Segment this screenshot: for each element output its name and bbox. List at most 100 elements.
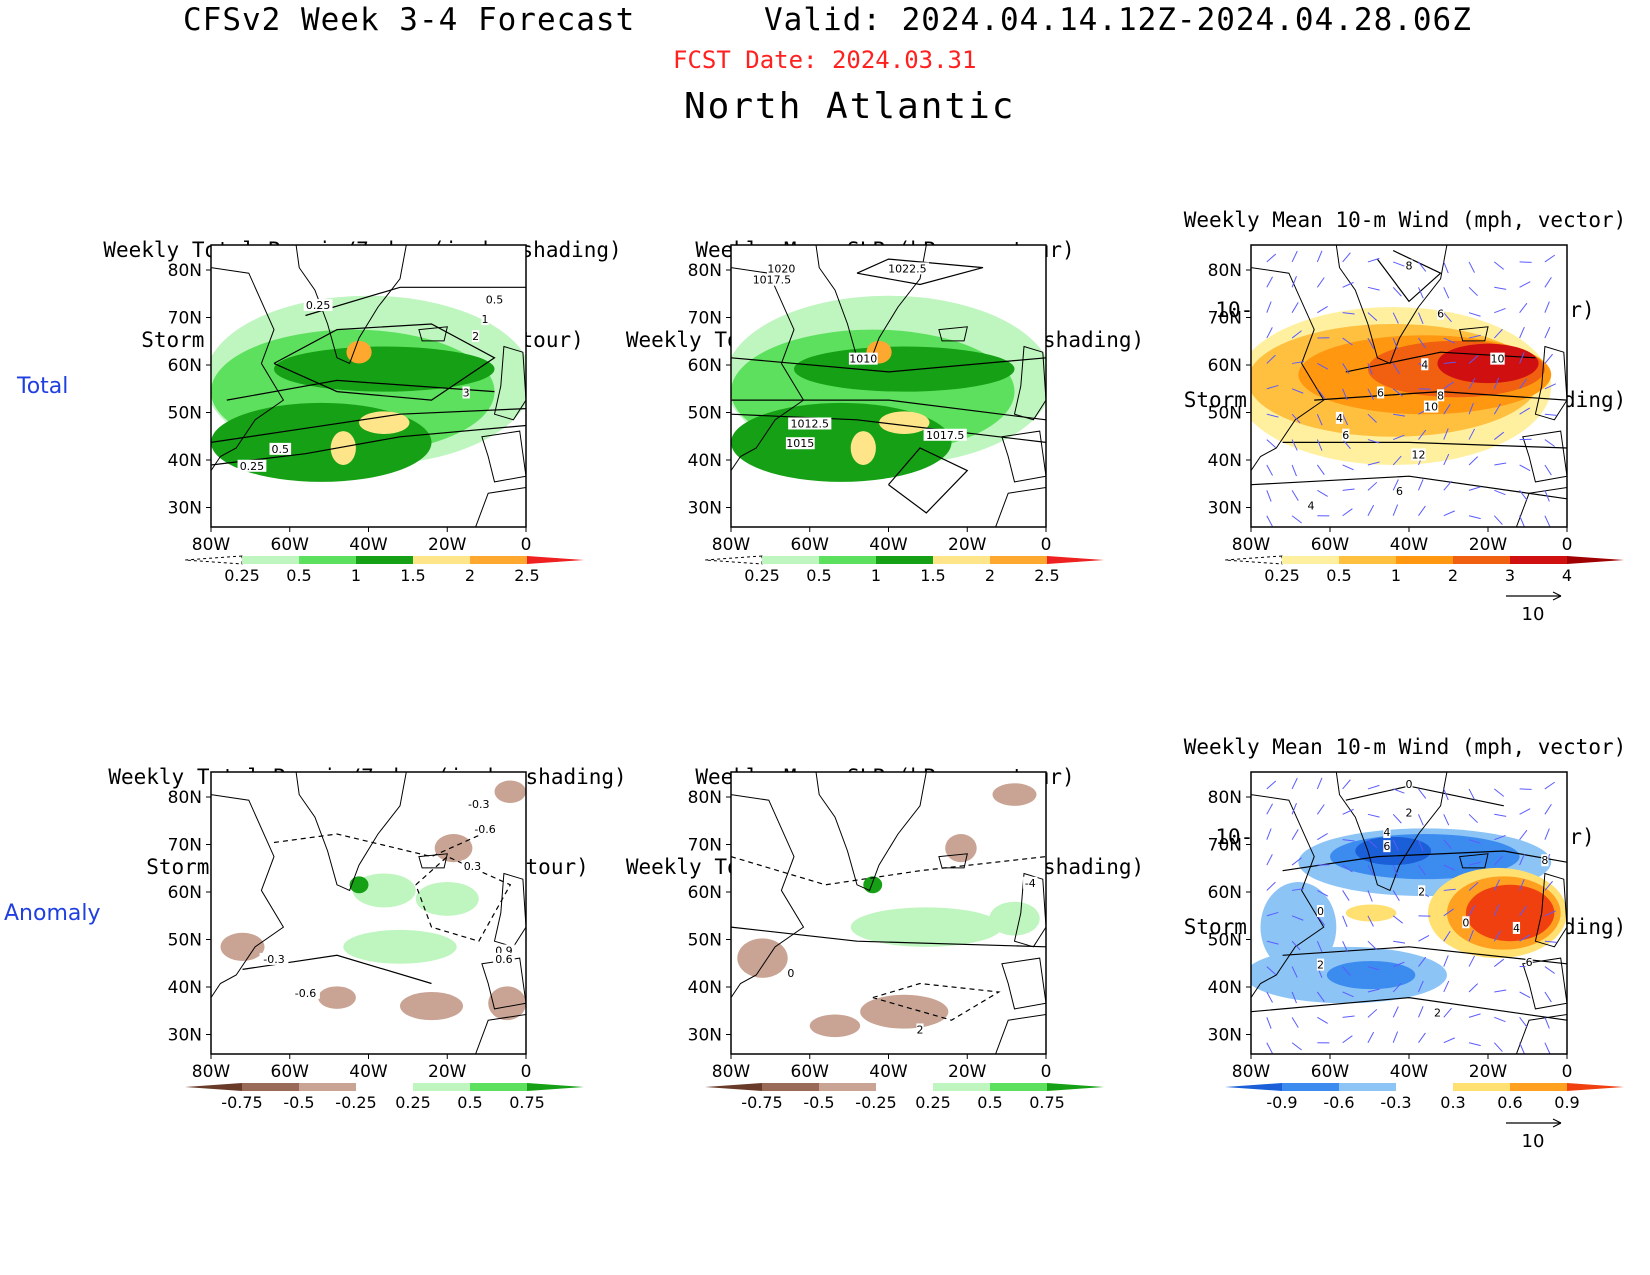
coastline-iceland: [938, 326, 968, 342]
wind-vector: [1519, 991, 1531, 999]
wind-vector: [1266, 354, 1276, 364]
colorbar-segment: [876, 556, 933, 564]
colorbar-tick-label: 2.5: [1034, 566, 1059, 585]
coastline-africa: [1515, 1013, 1567, 1054]
wind-vector: [1418, 839, 1424, 851]
lon-tick-label: 80W: [1232, 535, 1271, 555]
contour-label-bg: [462, 386, 470, 399]
lat-tick-label: 60N: [688, 356, 722, 376]
shading-area: [488, 986, 526, 1021]
colorbar-tick-label: -0.5: [803, 1093, 834, 1112]
shading-area: [992, 783, 1037, 806]
lat-tick-label: 30N: [168, 499, 202, 519]
colorbar-segment: [413, 1083, 470, 1091]
wind-vector: [1418, 814, 1424, 826]
wind-vector: [1266, 940, 1279, 945]
colorbar-tick-label: 0.5: [977, 1093, 1002, 1112]
wind-vector: [1468, 882, 1479, 891]
shading-area: [1260, 881, 1337, 973]
lat-tick-label: 50N: [688, 404, 722, 424]
colorbar-tick-label: -0.25: [855, 1093, 896, 1112]
contour-label: -0.6: [474, 823, 495, 836]
wind-vector: [1544, 781, 1556, 790]
wind-vector: [1291, 915, 1304, 921]
colorbar-tick-label: -0.25: [335, 1093, 376, 1112]
wind-vector: [1544, 464, 1552, 476]
colorbar-segment: [470, 556, 527, 564]
coastline-iceland: [1458, 853, 1489, 869]
colorbar-2: 0.25 0.5 1 1.5 2 2.5: [704, 555, 1104, 585]
colorbar-tick-label: 0.75: [1029, 1093, 1065, 1112]
wind-vector: [1342, 508, 1353, 517]
colorbar-segment: [1282, 556, 1339, 564]
shading-area: [737, 938, 788, 978]
wind-vector: [1316, 250, 1323, 263]
lat-tick-label: 60N: [168, 356, 202, 376]
colorbar-tick-label: 0.3: [1440, 1093, 1465, 1112]
contour-label: 2: [1418, 885, 1425, 898]
contour-line: [731, 413, 1046, 443]
wind-vector: [1317, 306, 1328, 314]
colorbar-segment: [933, 556, 990, 564]
colorbar-tick-label: 0.5: [286, 566, 311, 585]
lat-tick-label: 70N: [688, 836, 722, 856]
wind-vector: [1316, 991, 1325, 1003]
wind-vector: [1468, 813, 1478, 824]
shading-area: [352, 873, 416, 908]
wind-vector: [1468, 486, 1481, 491]
wind-vector: [1494, 307, 1506, 314]
colorbar-tick-label: 2.5: [514, 566, 539, 585]
contour-label: 6: [1437, 308, 1444, 321]
contour-label-bg: [1405, 259, 1413, 272]
shading-area: [318, 986, 356, 1009]
wind-vector: [1266, 828, 1272, 840]
colorbar-tick-label: 0.5: [457, 1093, 482, 1112]
shading-area: [434, 834, 473, 863]
lat-tick-label: 80N: [1208, 261, 1242, 281]
wind-vector: [1342, 940, 1349, 953]
wind-vector: [1544, 828, 1550, 840]
lat-tick-label: 30N: [688, 1026, 722, 1046]
contour-line: [1251, 475, 1567, 500]
contour-label: 1022.5: [888, 262, 927, 275]
coastline-europe: [493, 345, 526, 421]
wind-vector: [1418, 788, 1427, 799]
contour-label-bg: [470, 823, 500, 836]
wind-vector: [1317, 890, 1329, 897]
wind-vector: [1494, 958, 1505, 967]
wind-vector: [1519, 464, 1531, 472]
lon-tick-label: 40W: [869, 1062, 908, 1082]
lon-tick-label: 0: [1562, 535, 1573, 555]
wind-vector: [1443, 428, 1449, 440]
wind-vector: [1392, 312, 1399, 324]
wind-vector: [1266, 464, 1273, 476]
wind-vector: [1266, 854, 1273, 866]
wind-vector: [1316, 804, 1325, 815]
wind-vector: [1317, 833, 1328, 841]
colorbar-tick-label: -0.9: [1266, 1093, 1297, 1112]
map-panel-4-field: -0.3-0.60.3-0.3-0.60.90.6: [211, 772, 526, 1054]
colorbar-tick-label: 0.6: [1497, 1093, 1522, 1112]
wind-vector: [1418, 935, 1430, 942]
wind-vector: [1342, 1015, 1355, 1018]
wind-vector: [1291, 940, 1301, 951]
shading-area: [220, 932, 265, 961]
colorbar-segment: [1282, 1083, 1339, 1091]
lon-tick-label: 40W: [349, 1062, 388, 1082]
coastline-canada: [211, 267, 285, 472]
colorbar-low-end: [704, 555, 763, 565]
wind-vector: [1367, 388, 1374, 400]
wind-vector: [1367, 312, 1378, 322]
wind-vector: [1443, 361, 1456, 364]
panel-6-title-line-1: Weekly Mean 10-m Wind (mph, vector): [1183, 735, 1627, 759]
lon-tick-label: 20W: [948, 535, 987, 555]
coastline-iberia: [1001, 430, 1046, 483]
colorbar-segment: [876, 1083, 933, 1091]
wind-vector: [1392, 890, 1400, 901]
wind-vector: [1367, 363, 1373, 375]
contour-label-bg: [787, 967, 795, 980]
lon-tick-label: 40W: [1390, 535, 1429, 555]
wind-vector: [1468, 861, 1481, 866]
lon-tick-label: 20W: [1469, 535, 1508, 555]
